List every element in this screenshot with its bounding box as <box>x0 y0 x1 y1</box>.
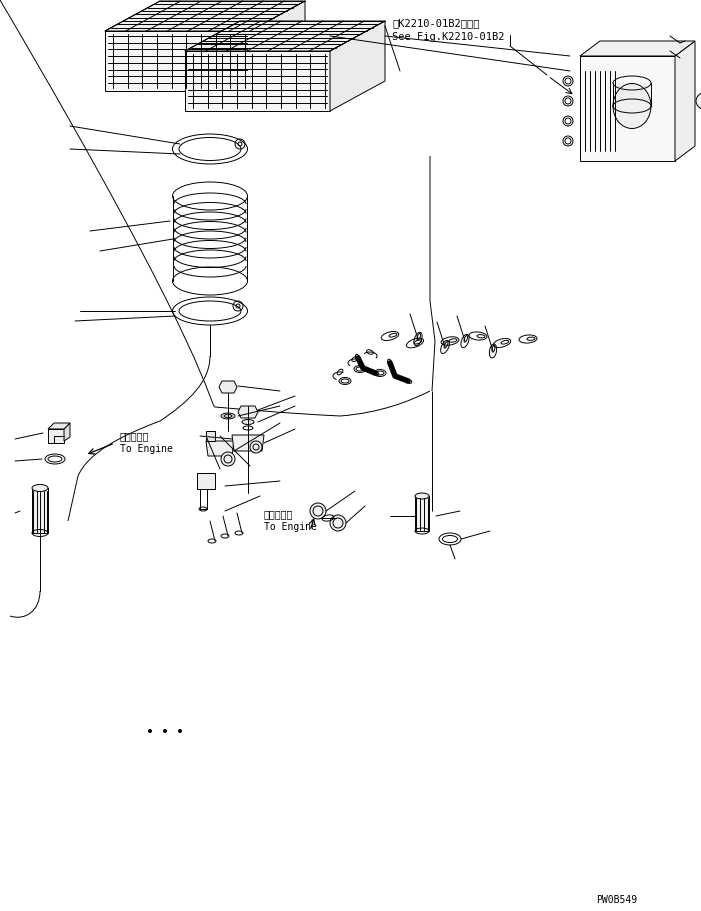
Text: To Engine: To Engine <box>120 444 173 454</box>
Polygon shape <box>48 429 64 443</box>
Polygon shape <box>105 1 305 31</box>
Text: PW0B549: PW0B549 <box>596 895 637 905</box>
Polygon shape <box>250 1 305 91</box>
Ellipse shape <box>696 91 701 111</box>
Ellipse shape <box>172 267 247 295</box>
Polygon shape <box>580 56 675 161</box>
Ellipse shape <box>221 413 235 419</box>
Text: See Fig.K2210-01B2: See Fig.K2210-01B2 <box>392 32 505 42</box>
Ellipse shape <box>172 182 247 210</box>
Polygon shape <box>330 21 385 111</box>
Polygon shape <box>580 41 695 56</box>
Text: エンジンへ: エンジンへ <box>264 509 294 519</box>
Text: To Engine: To Engine <box>264 522 317 532</box>
Ellipse shape <box>242 419 254 425</box>
Polygon shape <box>675 41 695 161</box>
Text: 第K2210-01B2図参照: 第K2210-01B2図参照 <box>392 18 479 28</box>
Circle shape <box>330 515 346 531</box>
Bar <box>415 496 429 531</box>
Polygon shape <box>232 435 264 451</box>
Polygon shape <box>105 31 250 91</box>
Polygon shape <box>238 406 258 418</box>
Circle shape <box>310 503 326 519</box>
Bar <box>32 488 48 533</box>
Polygon shape <box>206 441 234 456</box>
Ellipse shape <box>415 493 429 499</box>
Ellipse shape <box>613 84 651 128</box>
Circle shape <box>250 441 262 453</box>
Polygon shape <box>64 423 70 441</box>
Polygon shape <box>206 431 215 441</box>
Circle shape <box>163 730 167 732</box>
Polygon shape <box>48 423 70 429</box>
Text: エンジンへ: エンジンへ <box>120 431 149 441</box>
Polygon shape <box>197 473 215 489</box>
Ellipse shape <box>32 485 48 492</box>
Circle shape <box>179 730 182 732</box>
Polygon shape <box>219 381 237 393</box>
Polygon shape <box>185 21 385 51</box>
Circle shape <box>221 452 235 466</box>
Polygon shape <box>185 51 330 111</box>
Circle shape <box>149 730 151 732</box>
